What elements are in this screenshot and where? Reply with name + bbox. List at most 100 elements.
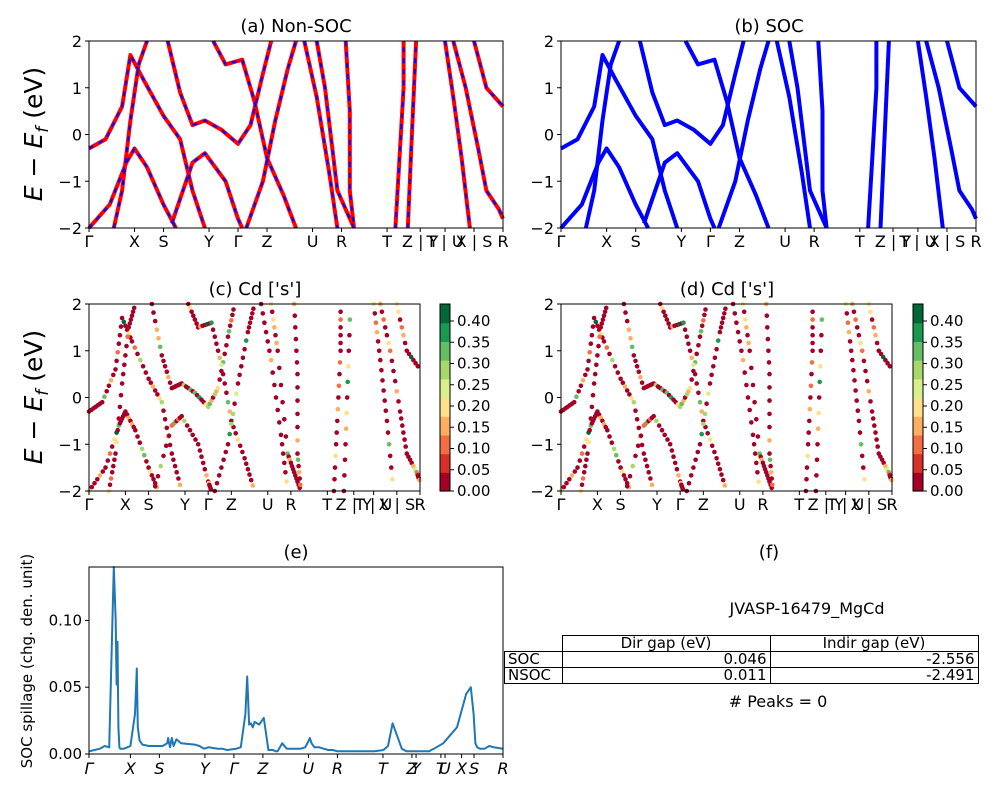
projection-point <box>620 380 626 386</box>
x-tick-label: Γ <box>85 495 94 514</box>
projection-point <box>672 460 678 466</box>
projection-point <box>336 383 342 389</box>
projection-point <box>859 453 865 459</box>
projection-point <box>217 355 222 361</box>
projection-point <box>100 469 106 474</box>
colorbar-segment <box>913 360 923 364</box>
projection-point <box>251 306 256 312</box>
projection-point <box>596 343 601 349</box>
projection-point <box>137 440 143 446</box>
colorbar-tick-label: 0.25 <box>457 376 490 394</box>
projection-point <box>854 325 860 330</box>
projection-point <box>295 457 301 463</box>
x-tick-label: R <box>332 759 343 778</box>
x-tick-label: Z <box>734 232 745 251</box>
band-line <box>716 40 771 229</box>
band-line <box>87 146 178 230</box>
panel-c-frame <box>88 303 421 492</box>
projection-point <box>224 390 229 396</box>
projection-point <box>224 343 229 348</box>
projection-point <box>818 364 823 369</box>
projection-point <box>294 348 299 354</box>
projection-point <box>161 358 166 364</box>
projection-point <box>242 346 247 352</box>
projection-point <box>107 482 113 488</box>
projection-point <box>89 484 95 490</box>
projection-point <box>852 378 857 383</box>
projection-point <box>343 426 349 432</box>
projection-point <box>193 437 198 442</box>
projection-point <box>627 392 632 397</box>
projection-point <box>338 340 343 346</box>
x-tick-label: Z <box>256 759 269 778</box>
projection-point <box>374 329 380 335</box>
projection-point <box>342 473 347 478</box>
band-line <box>166 40 273 145</box>
projection-point <box>215 348 221 354</box>
projection-point <box>720 477 726 483</box>
colorbar-segment <box>440 366 450 370</box>
projection-point <box>734 320 739 326</box>
colorbar-segment <box>913 410 923 414</box>
projection-point <box>243 338 249 343</box>
projection-point <box>767 457 773 463</box>
projection-point <box>712 355 718 361</box>
colorbar-segment <box>440 472 450 476</box>
projection-point <box>873 430 878 435</box>
projection-point <box>345 379 351 385</box>
colorbar-segment <box>440 466 450 470</box>
projection-point <box>157 344 163 350</box>
projection-point <box>602 309 608 315</box>
projection-point <box>682 327 688 333</box>
projection-point <box>631 353 637 358</box>
panel-c-points <box>86 301 422 494</box>
projection-point <box>701 421 706 427</box>
colorbar-segment <box>440 338 450 342</box>
panel-e: (e) 0.000.050.10Γ X S Y Γ Z U R T ZY TU X S R <box>49 542 509 778</box>
projection-point <box>152 318 158 324</box>
projection-point <box>156 336 161 341</box>
panel-d-frame <box>560 303 893 492</box>
projection-point <box>282 417 287 422</box>
x-tick-label: T | U <box>826 495 864 514</box>
x-tick-label: X | S <box>929 232 966 251</box>
band-line <box>774 40 812 229</box>
x-tick-label: S <box>631 232 641 251</box>
projection-point <box>146 376 151 382</box>
projection-point <box>571 399 577 405</box>
projection-point <box>580 476 586 481</box>
band-line <box>472 40 505 108</box>
projection-point <box>707 437 713 442</box>
panel-a-title: (a) Non-SOC <box>240 16 351 37</box>
projection-point <box>809 371 814 377</box>
colorbar-segment <box>913 397 923 402</box>
projection-point <box>667 442 673 447</box>
projection-point <box>243 461 249 467</box>
table-row: NSOC 0.011 -2.491 <box>504 667 979 684</box>
projection-point <box>104 389 109 394</box>
colorbar-segment <box>913 325 923 330</box>
projection-point <box>214 341 219 347</box>
projection-point <box>124 343 129 349</box>
projection-point <box>587 350 592 355</box>
projection-point <box>158 463 163 469</box>
projection-point <box>644 463 650 469</box>
projection-point <box>814 457 820 463</box>
x-tick-label: T <box>854 232 865 251</box>
projection-point <box>605 427 610 433</box>
projection-point <box>671 454 676 460</box>
projection-point <box>200 460 206 466</box>
colorbar-segment <box>440 335 450 339</box>
energy-axis-label-top: E − Ef (eV) <box>19 67 53 201</box>
projection-point <box>669 448 675 453</box>
projection-point <box>279 442 285 447</box>
projection-point <box>697 399 703 405</box>
band-line <box>866 41 879 229</box>
projection-point <box>394 389 400 394</box>
projection-point <box>151 477 156 482</box>
projection-point <box>567 477 572 482</box>
projection-point <box>720 315 726 321</box>
colorbar-segment <box>913 338 923 342</box>
projection-point <box>639 442 645 448</box>
y-tick-label: −1 <box>530 435 554 454</box>
